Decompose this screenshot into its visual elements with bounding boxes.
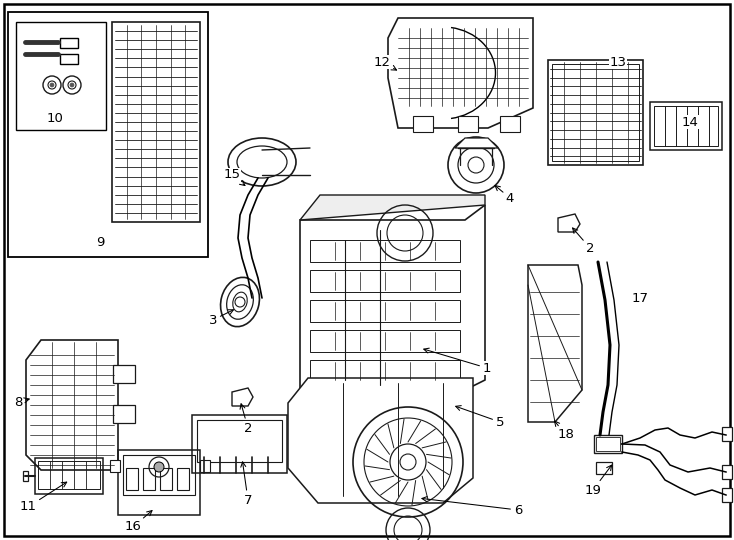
Text: 4: 4 <box>495 186 515 205</box>
Circle shape <box>154 462 164 472</box>
Bar <box>458 116 478 132</box>
Bar <box>722 427 732 441</box>
Polygon shape <box>310 240 460 262</box>
Text: 3: 3 <box>208 310 233 327</box>
Bar <box>113 365 135 383</box>
Text: 18: 18 <box>554 421 575 442</box>
Bar <box>192 415 287 473</box>
Bar <box>594 435 622 453</box>
Text: 1: 1 <box>424 348 491 375</box>
Bar <box>123 455 195 495</box>
Polygon shape <box>310 300 460 322</box>
Polygon shape <box>288 378 473 503</box>
Text: 17: 17 <box>631 292 649 305</box>
Text: 5: 5 <box>456 406 504 429</box>
Text: 2: 2 <box>240 404 252 435</box>
Text: 16: 16 <box>125 511 152 534</box>
Text: 19: 19 <box>584 465 611 496</box>
Text: 7: 7 <box>241 462 252 507</box>
Bar <box>654 106 718 146</box>
Bar <box>722 465 732 479</box>
Polygon shape <box>60 38 78 48</box>
Bar <box>596 462 612 474</box>
Bar <box>110 460 120 472</box>
Bar <box>197 420 282 462</box>
Bar <box>112 22 200 222</box>
Bar <box>113 405 135 423</box>
Bar <box>16 22 106 130</box>
Text: 15: 15 <box>223 168 245 186</box>
Polygon shape <box>528 265 582 422</box>
Circle shape <box>70 83 74 87</box>
Text: 12: 12 <box>374 56 396 70</box>
Polygon shape <box>558 214 580 232</box>
Polygon shape <box>310 360 460 382</box>
Bar <box>200 460 210 472</box>
Bar <box>160 468 172 490</box>
Polygon shape <box>300 205 485 390</box>
Bar <box>143 468 155 490</box>
Text: 13: 13 <box>609 56 627 69</box>
Bar <box>38 461 100 489</box>
Polygon shape <box>232 388 253 406</box>
Text: 11: 11 <box>20 482 67 514</box>
Bar <box>126 468 138 490</box>
Text: 14: 14 <box>682 116 699 129</box>
Text: 6: 6 <box>422 497 522 516</box>
Bar <box>596 437 620 451</box>
Polygon shape <box>26 340 118 470</box>
Bar <box>500 116 520 132</box>
Bar <box>552 64 639 161</box>
Bar <box>35 458 103 494</box>
Polygon shape <box>310 330 460 352</box>
Polygon shape <box>388 18 533 128</box>
Text: 2: 2 <box>573 228 595 254</box>
Bar <box>177 468 189 490</box>
Bar <box>722 488 732 502</box>
Text: 9: 9 <box>96 235 104 248</box>
Polygon shape <box>455 138 498 148</box>
Polygon shape <box>300 195 485 220</box>
Bar <box>548 60 643 165</box>
Bar <box>23 471 28 481</box>
Polygon shape <box>310 270 460 292</box>
Polygon shape <box>60 54 78 64</box>
Bar <box>118 450 200 515</box>
Circle shape <box>50 83 54 87</box>
Text: 8: 8 <box>14 395 29 408</box>
Bar <box>650 102 722 150</box>
Text: 10: 10 <box>46 111 63 125</box>
Bar <box>413 116 433 132</box>
Bar <box>8 12 208 257</box>
